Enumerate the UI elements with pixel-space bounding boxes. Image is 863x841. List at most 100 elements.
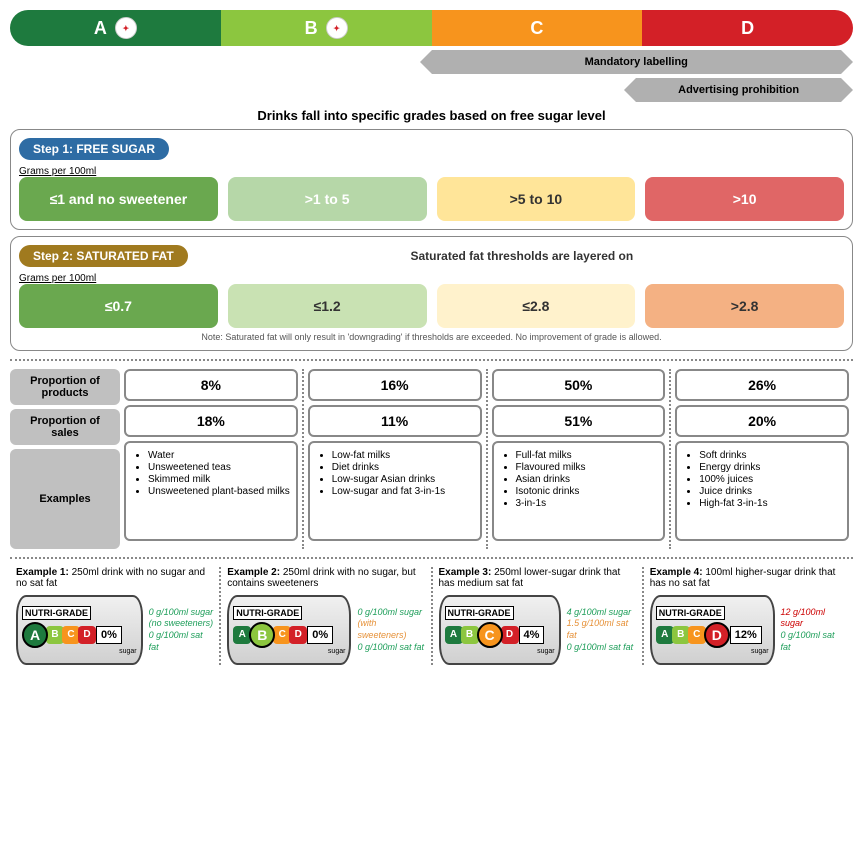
list-item: High-fat 3-in-1s (699, 498, 841, 509)
sugar-pct: 0% (307, 626, 333, 644)
can-icon: NUTRI-GRADE ABCD0%sugar (227, 595, 351, 665)
cell-examples-b: Low-fat milksDiet drinksLow-sugar Asian … (308, 441, 482, 541)
lozenge-b: B (461, 626, 479, 644)
can-facts: 12 g/100ml sugar0 g/100ml sat fat (781, 607, 847, 654)
can-wrap: NUTRI-GRADE ABCD0%sugar 0 g/100ml sugar(no… (16, 595, 213, 665)
section-title: Drinks fall into specific grades based o… (10, 108, 853, 123)
list-item: Full-fat milks (516, 450, 658, 461)
arrow-row-advertising: Advertising prohibition (10, 78, 853, 102)
arrow-row-mandatory: Mandatory labelling (10, 50, 853, 74)
cell-products-a: 8% (124, 369, 298, 401)
list-item: Energy drinks (699, 462, 841, 473)
list-item: Water (148, 450, 290, 461)
cell-products-b: 16% (308, 369, 482, 401)
lozenge-b: B (249, 622, 275, 648)
step2-grams: Grams per 100ml (19, 273, 844, 284)
can-facts: 4 g/100ml sugar1.5 g/100ml sat fat0 g/10… (567, 607, 636, 654)
lozenge-row: ABCD0% (22, 622, 137, 648)
fact-line: 0 g/100ml sat fat (357, 642, 424, 654)
step2-thresholds: ≤0.7 ≤1.2 ≤2.8 >2.8 (19, 284, 844, 328)
example-title: Example 1: 250ml drink with no sugar and… (16, 567, 213, 589)
grade-seg-d: D (642, 10, 853, 46)
example-title: Example 4: 100ml higher-sugar drink that… (650, 567, 847, 589)
grade-seg-c: C (432, 10, 643, 46)
list-item: Unsweetened teas (148, 462, 290, 473)
separator (10, 557, 853, 559)
cell-examples-d: Soft drinksEnergy drinks100% juicesJuice… (675, 441, 849, 541)
can-facts: 0 g/100ml sugar(no sweeteners)0 g/100ml … (149, 607, 214, 654)
example-col: Example 1: 250ml drink with no sugar and… (10, 567, 219, 665)
fact-line: 4 g/100ml sugar (567, 607, 636, 619)
threshold-sugar-a: ≤1 and no sweetener (19, 177, 218, 221)
can-facts: 0 g/100ml sugar(with sweeteners)0 g/100m… (357, 607, 424, 654)
hc-badge-icon: ✦ (326, 17, 348, 39)
can-icon: NUTRI-GRADE ABCD0%sugar (16, 595, 143, 665)
examples-row: Example 1: 250ml drink with no sugar and… (10, 567, 853, 665)
cell-examples-a: WaterUnsweetened teasSkimmed milkUnsweet… (124, 441, 298, 541)
cell-products-c: 50% (492, 369, 666, 401)
list-item: Asian drinks (516, 474, 658, 485)
list-item: Soft drinks (699, 450, 841, 461)
fact-line: 12 g/100ml sugar (781, 607, 847, 630)
nutri-grade-label: NUTRI-GRADE (22, 606, 91, 620)
lozenge-d: D (289, 626, 307, 644)
sugar-label: sugar (656, 648, 769, 655)
lozenge-d: D (501, 626, 519, 644)
fact-line: 1.5 g/100ml sat fat (567, 618, 636, 641)
list-item: Low-sugar and fat 3-in-1s (332, 486, 474, 497)
lozenge-c: C (477, 622, 503, 648)
list-item: 100% juices (699, 474, 841, 485)
threshold-sugar-b: >1 to 5 (228, 177, 427, 221)
fact-line: 0 g/100ml sat fat (149, 630, 214, 653)
grade-bar: A✦ B✦ C D (10, 10, 853, 46)
separator (10, 359, 853, 361)
threshold-sugar-d: >10 (645, 177, 844, 221)
lozenge-row: ABCD12% (656, 622, 769, 648)
lozenge-row: ABCD0% (233, 622, 345, 648)
can-icon: NUTRI-GRADEABCD4%sugar (439, 595, 561, 665)
label-prop-sales: Proportion of sales (10, 409, 120, 445)
sugar-pct: 4% (519, 626, 545, 644)
example-col: Example 4: 100ml higher-sugar drink that… (642, 567, 853, 665)
fact-line: 0 g/100ml sat fat (567, 642, 636, 654)
hc-badge-icon: ✦ (115, 17, 137, 39)
example-col: Example 2: 250ml drink with no sugar, bu… (219, 567, 430, 665)
grade-seg-b: B✦ (221, 10, 432, 46)
list-item: Unsweetened plant-based milks (148, 486, 290, 497)
can-wrap: NUTRI-GRADEABCD12%sugar12 g/100ml sugar0… (650, 595, 847, 665)
threshold-fat-a: ≤0.7 (19, 284, 218, 328)
list-item: Low-sugar Asian drinks (332, 474, 474, 485)
fact-line: (with sweeteners) (357, 618, 424, 641)
nutri-grade-label: NUTRI-GRADE (233, 606, 302, 620)
step2-box: Step 2: SATURATED FAT Saturated fat thre… (10, 236, 853, 351)
list-item: 3-in-1s (516, 498, 658, 509)
mandatory-labelling-arrow: Mandatory labelling (432, 50, 842, 74)
label-prop-products: Proportion of products (10, 369, 120, 405)
lozenge-d: D (78, 626, 96, 644)
step1-pill: Step 1: FREE SUGAR (19, 138, 169, 160)
threshold-fat-b: ≤1.2 (228, 284, 427, 328)
step1-box: Step 1: FREE SUGAR Grams per 100ml ≤1 an… (10, 129, 853, 230)
sugar-label: sugar (233, 648, 345, 655)
lozenge-row: ABCD4% (445, 622, 555, 648)
can-icon: NUTRI-GRADEABCD12%sugar (650, 595, 775, 665)
label-examples: Examples (10, 449, 120, 549)
list-item: Juice drinks (699, 486, 841, 497)
cell-sales-d: 20% (675, 405, 849, 437)
threshold-fat-d: >2.8 (645, 284, 844, 328)
example-col: Example 3: 250ml lower-sugar drink that … (431, 567, 642, 665)
sugar-pct: 12% (730, 626, 762, 644)
step2-sub: Saturated fat thresholds are layered on (200, 249, 844, 263)
list-item: Diet drinks (332, 462, 474, 473)
cell-products-d: 26% (675, 369, 849, 401)
example-title: Example 2: 250ml drink with no sugar, bu… (227, 567, 424, 589)
example-title: Example 3: 250ml lower-sugar drink that … (439, 567, 636, 589)
sugar-pct: 0% (96, 626, 122, 644)
step2-pill: Step 2: SATURATED FAT (19, 245, 188, 267)
sugar-label: sugar (22, 648, 137, 655)
list-item: Isotonic drinks (516, 486, 658, 497)
can-wrap: NUTRI-GRADE ABCD0%sugar 0 g/100ml sugar(wi… (227, 595, 424, 665)
threshold-fat-c: ≤2.8 (437, 284, 636, 328)
cell-examples-c: Full-fat milksFlavoured milksAsian drink… (492, 441, 666, 541)
fact-line: 0 g/100ml sat fat (781, 630, 847, 653)
